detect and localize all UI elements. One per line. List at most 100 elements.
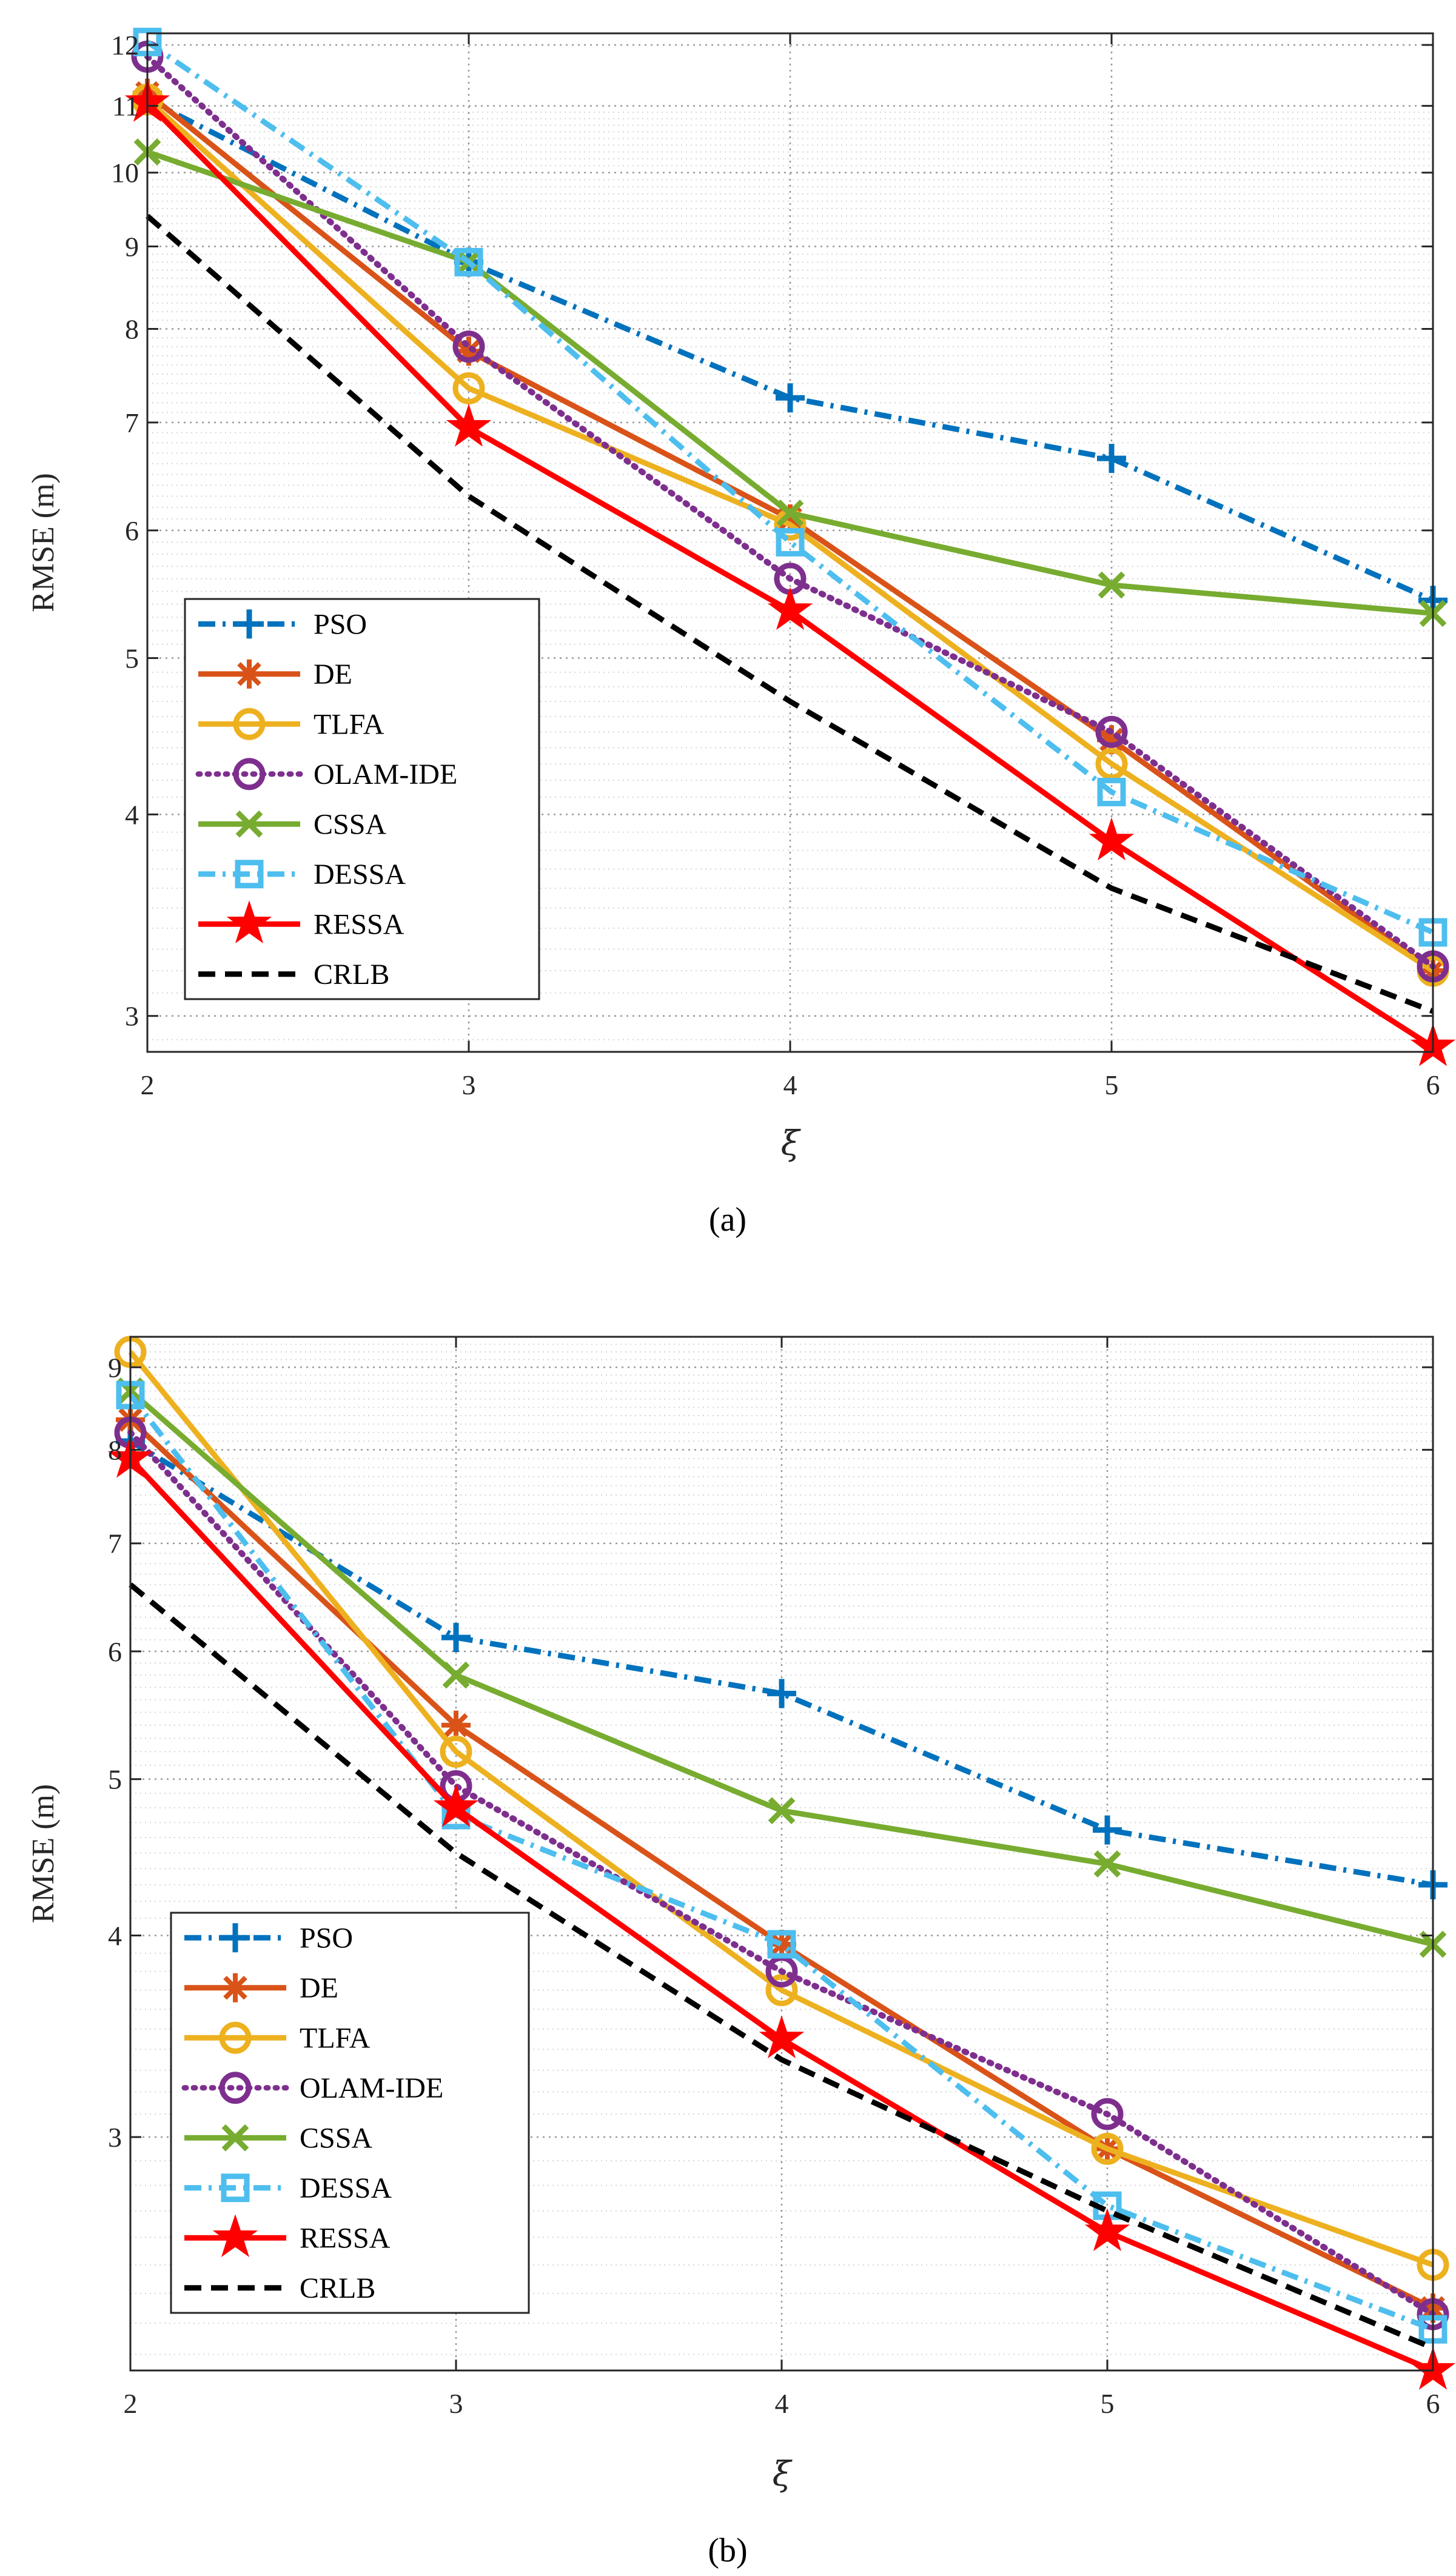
legend-label: CRLB <box>300 2272 375 2304</box>
marker-asterisk <box>221 1973 250 2002</box>
marker-star <box>1089 817 1135 861</box>
marker-circle <box>1091 2132 1124 2165</box>
series-line <box>146 213 1434 1014</box>
x-tick-label: 6 <box>1426 1069 1440 1100</box>
marker-star <box>226 900 272 943</box>
series-line <box>129 1582 1434 2351</box>
legend-entry: OLAM-IDE <box>181 2072 443 2104</box>
x-tick-label: 3 <box>449 2388 463 2419</box>
series-tlfa <box>114 1336 1449 2281</box>
legend-label: PSO <box>314 608 367 640</box>
marker-circle <box>1091 2098 1124 2130</box>
series-line <box>146 39 1434 935</box>
y-axis-label: RMSE (m) <box>26 1784 61 1924</box>
series-crlb <box>146 213 1434 1014</box>
series-line <box>128 1393 1434 2332</box>
legend-entry: DE <box>198 658 352 691</box>
legend-entry: RESSA <box>198 900 404 943</box>
marker-x <box>235 810 263 838</box>
marker-star <box>446 403 492 447</box>
y-tick-label: 3 <box>125 1001 139 1032</box>
marker-x <box>1093 1850 1121 1878</box>
legend-entry: DESSA <box>184 2172 392 2204</box>
legend-label: DE <box>300 1972 338 2004</box>
legend-label: TLFA <box>300 2022 371 2054</box>
legend: PSO DE TLFA OLAM-IDE CSSA DESSA RESSA CRLB <box>170 1912 530 2314</box>
legend-entry: RESSA <box>184 2214 391 2257</box>
y-tick-label: 8 <box>125 314 139 345</box>
legend-entry: CSSA <box>198 808 386 840</box>
legend-entry: CRLB <box>198 958 389 991</box>
marker-circle <box>233 708 266 740</box>
marker-circle <box>1095 748 1128 780</box>
chart-panel-b: 3 4 5 6 7 8 9 2 3 4 5 6 ξ RMSE (m) PSO DE TLFA OLAM-IDE CS… <box>26 1336 1456 2494</box>
marker-circle <box>440 1735 472 1768</box>
y-tick-label: 6 <box>125 515 139 546</box>
y-tick-label: 5 <box>108 1764 122 1795</box>
marker-square <box>1097 777 1126 806</box>
x-axis-label: ξ <box>773 2455 793 2494</box>
marker-circle <box>219 2021 252 2054</box>
series-line <box>145 97 1435 973</box>
y-axis-label: RMSE (m) <box>26 473 61 612</box>
legend-label: CSSA <box>314 808 386 840</box>
marker-star <box>433 1784 479 1827</box>
legend-label: TLFA <box>314 708 384 740</box>
y-tick-label: 4 <box>108 1920 122 1951</box>
legend-entry: TLFA <box>198 708 384 740</box>
marker-circle <box>765 1974 798 2007</box>
y-tick-label: 11 <box>112 91 139 122</box>
legend-entry: DE <box>184 1972 338 2004</box>
legend-label: RESSA <box>314 908 404 940</box>
y-tick-label: 9 <box>125 231 139 262</box>
marker-circle <box>452 372 485 404</box>
y-tick-label: 4 <box>125 799 139 830</box>
legend-label: PSO <box>300 1922 353 1954</box>
y-tick-label: 10 <box>111 158 139 189</box>
series-line <box>146 97 1434 603</box>
legend-entry: CRLB <box>184 2272 375 2304</box>
marker-square <box>221 2173 250 2203</box>
legend-label: RESSA <box>300 2222 391 2254</box>
x-tick-label: 5 <box>1101 2388 1115 2419</box>
marker-x <box>221 2124 249 2152</box>
y-tick-label: 7 <box>108 1528 122 1559</box>
legend-entry: OLAM-IDE <box>195 758 457 791</box>
y-tick-label: 6 <box>108 1636 122 1667</box>
x-tick-label: 2 <box>141 1069 155 1100</box>
marker-star <box>1084 2208 1130 2252</box>
marker-square <box>776 527 805 557</box>
caption-b: (b) <box>708 2532 747 2569</box>
marker-x <box>442 1661 470 1689</box>
series-line <box>127 1429 1436 2318</box>
legend-entry: TLFA <box>184 2021 371 2054</box>
legend-label: CRLB <box>314 958 389 991</box>
x-tick-label: 6 <box>1426 2388 1440 2419</box>
marker-star <box>759 2015 805 2059</box>
x-tick-label: 2 <box>124 2388 138 2419</box>
x-axis-label: ξ <box>781 1124 802 1163</box>
y-tick-label: 5 <box>125 643 139 674</box>
series-line <box>129 1439 1434 1888</box>
marker-x <box>768 1797 796 1824</box>
series-crlb <box>129 1582 1434 2351</box>
marker-x <box>1098 571 1126 599</box>
marker-circle <box>233 758 266 791</box>
marker-circle <box>765 1955 798 1988</box>
y-tick-label: 8 <box>108 1434 122 1465</box>
series-line <box>144 53 1436 969</box>
marker-circle <box>452 330 485 363</box>
y-tick-label: 9 <box>108 1352 122 1383</box>
series-line <box>128 1350 1434 2267</box>
marker-circle <box>219 2072 252 2104</box>
y-tick-label: 3 <box>108 2122 122 2153</box>
marker-x <box>776 500 804 527</box>
x-tick-label: 3 <box>462 1069 476 1100</box>
legend-entry: PSO <box>184 1922 353 1954</box>
legend-label: DE <box>314 658 352 691</box>
marker-circle <box>1095 715 1128 748</box>
legend: PSO DE TLFA OLAM-IDE CSSA DESSA RESSA CRLB <box>184 598 540 1000</box>
legend-entry: PSO <box>198 608 367 640</box>
y-tick-label: 12 <box>111 30 139 61</box>
